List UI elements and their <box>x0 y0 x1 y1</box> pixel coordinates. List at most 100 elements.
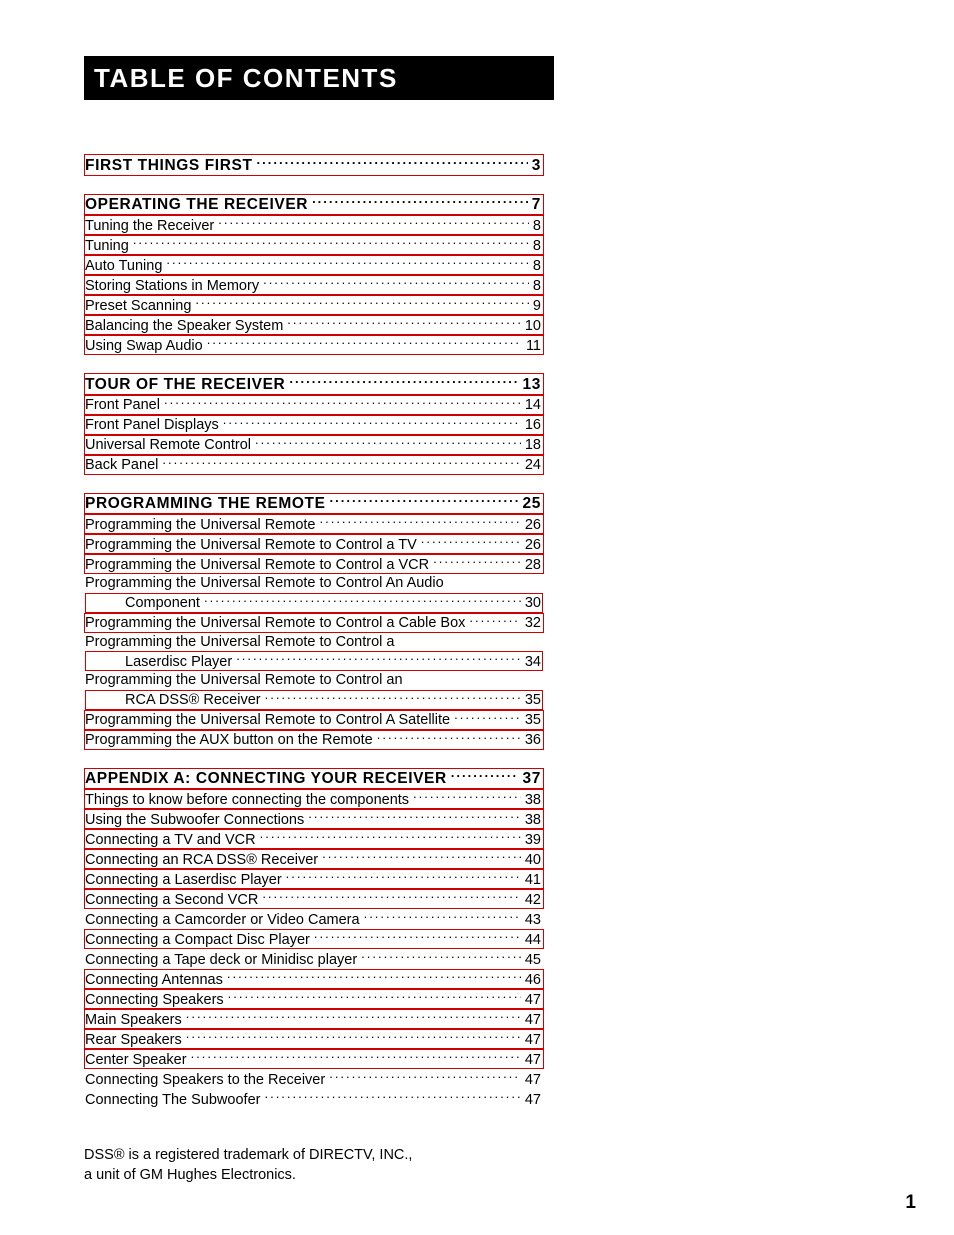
toc-entry-page: 43 <box>525 911 543 930</box>
dot-leader <box>162 455 521 470</box>
toc-heading-row[interactable]: OPERATING THE RECEIVER7 <box>84 194 544 216</box>
toc-section: TOUR OF THE RECEIVER13Front Panel14Front… <box>84 373 544 475</box>
toc-heading-row[interactable]: FIRST THINGS FIRST3 <box>84 154 544 176</box>
toc-entry-label: Connecting a Compact Disc Player <box>85 931 310 950</box>
toc-entry-label: Connecting a Tape deck or Minidisc playe… <box>85 951 357 970</box>
toc-entry-page: 46 <box>525 971 543 990</box>
toc-entry-label: Connecting a Camcorder or Video Camera <box>85 911 360 930</box>
toc-entry-label: Connecting a Second VCR <box>85 891 258 910</box>
toc-heading-row[interactable]: APPENDIX A: CONNECTING YOUR RECEIVER37 <box>84 768 544 790</box>
toc-section: FIRST THINGS FIRST3 <box>84 154 544 176</box>
toc-entry-page: 38 <box>525 791 543 810</box>
toc-entry-label: Front Panel <box>85 396 160 415</box>
toc-entry-label: Programming the Universal Remote to Cont… <box>85 711 450 730</box>
toc-entry-page: 35 <box>525 711 543 730</box>
toc-entry-row[interactable]: Connecting a Laserdisc Player41 <box>84 869 544 889</box>
dot-leader <box>265 690 521 705</box>
toc-section: APPENDIX A: CONNECTING YOUR RECEIVER37Th… <box>84 768 544 1110</box>
toc-entry-label: Connecting Speakers <box>85 991 224 1010</box>
toc-entry-label: Programming the Universal Remote to Cont… <box>85 671 543 690</box>
toc-entry-row[interactable]: Front Panel Displays16 <box>84 415 544 435</box>
toc-entry-row[interactable]: Using Swap Audio11 <box>84 335 544 355</box>
toc-entry-row[interactable]: Connecting The Subwoofer47 <box>84 1089 544 1109</box>
dot-leader <box>195 295 529 310</box>
toc-entry-row[interactable]: Center Speaker47 <box>84 1049 544 1069</box>
toc-entry-row[interactable]: Connecting a Camcorder or Video Camera 43 <box>84 909 544 929</box>
title-bar: TABLE OF CONTENTS <box>84 56 554 100</box>
toc-entry-label: Using Swap Audio <box>85 337 203 356</box>
dot-leader <box>204 593 521 608</box>
toc-entry-label: Programming the Universal Remote <box>85 516 315 535</box>
dot-leader <box>260 829 521 844</box>
toc-heading-row[interactable]: PROGRAMMING THE REMOTE25 <box>84 493 544 515</box>
toc-entry-label: Auto Tuning <box>85 257 162 276</box>
toc-entry-label: Using the Subwoofer Connections <box>85 811 304 830</box>
toc-entry-row[interactable]: Programming the Universal Remote to Cont… <box>84 554 544 574</box>
toc-entry-row[interactable]: Programming the Universal Remote to Cont… <box>84 633 544 672</box>
toc-entry-label: Center Speaker <box>85 1051 187 1070</box>
toc-entry-row[interactable]: Balancing the Speaker System10 <box>84 315 544 335</box>
toc-entry-row[interactable]: Programming the Universal Remote to Cont… <box>84 534 544 554</box>
toc-entry-row[interactable]: Connecting a Compact Disc Player44 <box>84 929 544 949</box>
dot-leader <box>164 395 521 410</box>
toc-entry-row[interactable]: Programming the AUX button on the Remote… <box>84 730 544 750</box>
toc-heading-page: 3 <box>532 156 543 176</box>
toc-entry-row[interactable]: Storing Stations in Memory 8 <box>84 275 544 295</box>
toc-entry-row[interactable]: Connecting an RCA DSS® Receiver 40 <box>84 849 544 869</box>
toc-entry-row[interactable]: Programming the Universal Remote to Cont… <box>84 671 544 710</box>
toc-entry-page: 26 <box>525 536 543 555</box>
toc-entry-row[interactable]: Universal Remote Control18 <box>84 435 544 455</box>
page-title: TABLE OF CONTENTS <box>84 63 398 94</box>
toc-entry-row[interactable]: Connecting Speakers47 <box>84 989 544 1009</box>
dot-leader <box>228 989 521 1004</box>
toc-entry-row[interactable]: Connecting Speakers to the Receiver 47 <box>84 1069 544 1089</box>
dot-leader <box>264 1089 520 1104</box>
toc-entry-label: Tuning the Receiver <box>85 217 214 236</box>
toc-entry-row[interactable]: Connecting a TV and VCR39 <box>84 829 544 849</box>
toc-entry-label: Storing Stations in Memory <box>85 277 259 296</box>
toc-entry-row[interactable]: Front Panel14 <box>84 395 544 415</box>
toc-entry-row[interactable]: Programming the Universal Remote to Cont… <box>84 710 544 730</box>
toc-entry-row[interactable]: Programming the Universal Remote to Cont… <box>84 574 544 613</box>
toc-entry-row[interactable]: Using the Subwoofer Connections38 <box>84 809 544 829</box>
toc-entry-page: 30 <box>525 594 543 613</box>
footnote-line: a unit of GM Hughes Electronics. <box>84 1165 954 1185</box>
toc-heading-row[interactable]: TOUR OF THE RECEIVER13 <box>84 373 544 395</box>
toc-entry-page: 8 <box>533 217 543 236</box>
toc-entry-label: RCA DSS® Receiver <box>125 691 261 710</box>
toc-entry-row[interactable]: Preset Scanning9 <box>84 295 544 315</box>
toc-entry-page: 47 <box>525 1071 543 1090</box>
dot-leader <box>186 1009 521 1024</box>
toc-entry-label: Connecting an RCA DSS® Receiver <box>85 851 318 870</box>
toc-entry-row[interactable]: Auto Tuning8 <box>84 255 544 275</box>
toc-entry-row[interactable]: Programming the Universal Remote26 <box>84 514 544 534</box>
toc-entry-page: 24 <box>525 456 543 475</box>
dot-leader <box>433 554 521 569</box>
toc-entry-page: 16 <box>525 416 543 435</box>
toc-entry-row[interactable]: Connecting a Tape deck or Minidisc playe… <box>84 949 544 969</box>
toc-heading-label: TOUR OF THE RECEIVER <box>85 375 285 395</box>
toc-entry-row[interactable]: Things to know before connecting the com… <box>84 789 544 809</box>
dot-leader <box>223 415 521 430</box>
toc-entry-row[interactable]: Connecting Antennas46 <box>84 969 544 989</box>
toc-entry-row[interactable]: Rear Speakers47 <box>84 1029 544 1049</box>
dot-leader <box>191 1049 521 1064</box>
toc-entry-row[interactable]: Tuning8 <box>84 235 544 255</box>
dot-leader <box>166 255 529 270</box>
toc-entry-row[interactable]: Back Panel24 <box>84 455 544 475</box>
dot-leader <box>227 969 521 984</box>
dot-leader <box>361 949 521 964</box>
toc-entry-row[interactable]: Tuning the Receiver 8 <box>84 215 544 235</box>
toc-entry-label: Connecting Speakers to the Receiver <box>85 1071 325 1090</box>
toc-entry-label: Programming the Universal Remote to Cont… <box>85 536 417 555</box>
toc-entry-label: Things to know before connecting the com… <box>85 791 409 810</box>
dot-leader <box>207 335 522 350</box>
toc-entry-label: Programming the Universal Remote to Cont… <box>85 556 429 575</box>
toc-entry-row[interactable]: Connecting a Second VCR42 <box>84 889 544 909</box>
toc-entry-page: 40 <box>525 851 543 870</box>
footnote: DSS® is a registered trademark of DIRECT… <box>84 1145 954 1185</box>
toc-entry-row[interactable]: Main Speakers47 <box>84 1009 544 1029</box>
toc-entry-row[interactable]: Programming the Universal Remote to Cont… <box>84 613 544 633</box>
toc-entry-page: 8 <box>533 277 543 296</box>
toc-entry-label: Connecting a TV and VCR <box>85 831 256 850</box>
